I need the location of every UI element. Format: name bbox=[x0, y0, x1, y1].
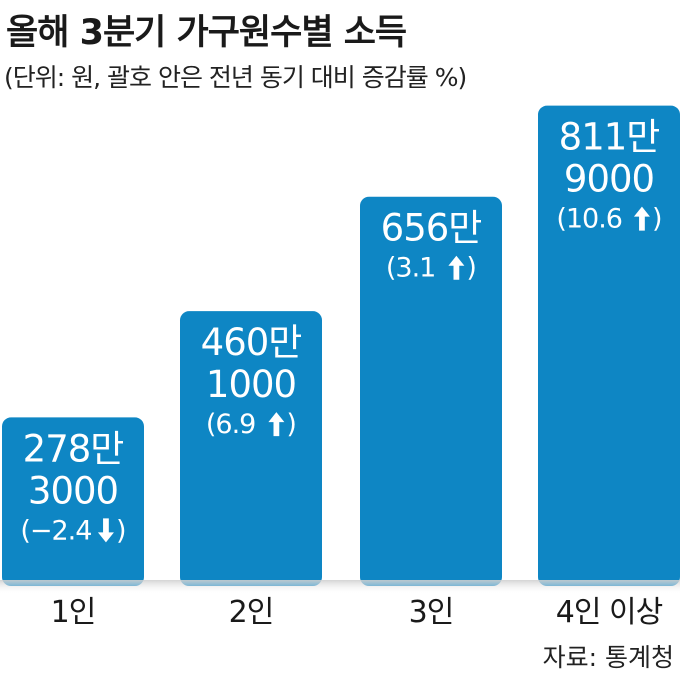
change-label-4: (10.6) bbox=[556, 204, 662, 235]
value-label-4-2: 9000 bbox=[564, 158, 654, 201]
value-label-2-1: 460만 bbox=[201, 321, 302, 364]
svg-text:(−2.4: (−2.4 bbox=[20, 515, 91, 546]
arrow-up-icon bbox=[633, 206, 650, 231]
bar-2 bbox=[180, 311, 322, 586]
bar-1 bbox=[2, 417, 144, 586]
svg-text:(10.6: (10.6 bbox=[556, 204, 622, 235]
svg-text:(6.9: (6.9 bbox=[206, 409, 255, 440]
x-tick-label-4: 4인 이상 bbox=[556, 595, 663, 630]
bar-3 bbox=[360, 196, 502, 586]
chart-subtitle: (단위: 원, 괄호 안은 전년 동기 대비 증감률 %) bbox=[4, 63, 467, 92]
value-label-1-2: 3000 bbox=[28, 469, 118, 512]
change-label-2: (6.9) bbox=[206, 409, 297, 440]
svg-text:): ) bbox=[466, 253, 477, 284]
x-tick-label-3: 3인 bbox=[409, 595, 454, 630]
value-label-3-1: 656만 bbox=[381, 207, 482, 250]
arrow-up-icon bbox=[268, 412, 285, 437]
x-tick-label-2: 2인 bbox=[229, 595, 274, 630]
arrow-down-icon bbox=[97, 518, 114, 543]
svg-text:(3.1: (3.1 bbox=[386, 253, 435, 284]
change-label-3: (3.1) bbox=[386, 253, 477, 284]
source-note: 자료: 통계청 bbox=[542, 643, 674, 672]
svg-text:): ) bbox=[652, 204, 663, 235]
x-tick-label-1: 1인 bbox=[51, 595, 96, 630]
baseline-shadow bbox=[0, 580, 680, 594]
value-label-2-2: 1000 bbox=[206, 363, 296, 406]
value-label-1-1: 278만 bbox=[23, 427, 124, 470]
value-label-4-1: 811만 bbox=[559, 116, 660, 159]
svg-text:): ) bbox=[286, 409, 297, 440]
change-label-1: (−2.4) bbox=[20, 515, 126, 546]
svg-text:): ) bbox=[116, 515, 127, 546]
chart-title: 올해 3분기 가구원수별 소득 bbox=[6, 13, 407, 53]
arrow-up-icon bbox=[448, 255, 465, 280]
